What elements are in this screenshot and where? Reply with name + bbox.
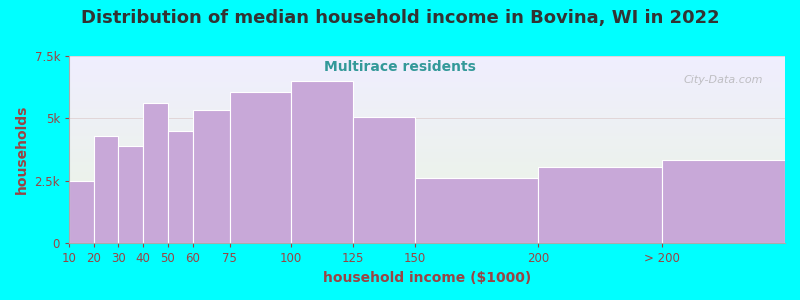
X-axis label: household income ($1000): household income ($1000) <box>323 271 531 285</box>
Text: Distribution of median household income in Bovina, WI in 2022: Distribution of median household income … <box>81 9 719 27</box>
Bar <box>353 117 414 243</box>
Bar <box>168 131 193 243</box>
Bar <box>414 178 538 243</box>
Text: Multirace residents: Multirace residents <box>324 60 476 74</box>
Bar <box>662 160 785 243</box>
Bar <box>69 181 94 243</box>
Bar <box>291 81 353 243</box>
Bar <box>94 136 118 243</box>
Bar <box>143 103 168 243</box>
Bar <box>193 110 230 243</box>
Bar <box>118 146 143 243</box>
Bar <box>230 92 291 243</box>
Y-axis label: households: households <box>15 105 29 194</box>
Text: City-Data.com: City-Data.com <box>684 75 763 85</box>
Bar <box>538 167 662 243</box>
